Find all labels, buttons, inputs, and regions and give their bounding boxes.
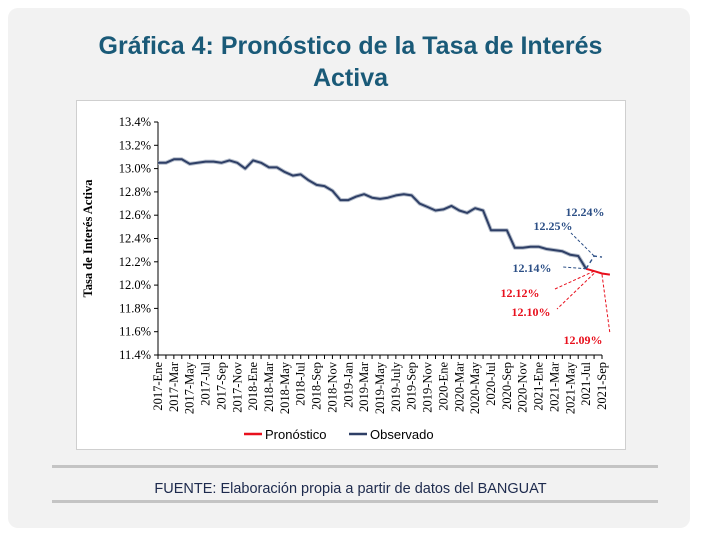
line-chart: 13.4% 13.2% 13.0% 12.8% 12.6% 12.4% 12.2% 12.0%… [81, 115, 611, 442]
x-tick-label: 2018-May [278, 361, 292, 414]
annotations: 12.24%12.25% 12.14% 12.12% 12.10% 12.09% [501, 205, 611, 347]
data-label: 12.10% [512, 305, 551, 319]
top-divider [52, 465, 658, 468]
leader-line [570, 232, 595, 257]
x-tick-label: 2018-Ene [246, 362, 260, 411]
leader-line [601, 274, 611, 335]
x-tick-label: 2017-Ene [151, 362, 165, 411]
x-tick-label: 2020-Ene [436, 362, 450, 411]
y-tick-label: 12.8% [119, 185, 151, 199]
x-tick-label: 2021-Sep [595, 362, 609, 410]
x-tick-label: 2018-Mar [262, 361, 276, 412]
x-tick-label: 2020-May [468, 361, 482, 414]
x-tick-label: 2018-Sep [310, 362, 324, 410]
x-tick-label: 2021-Ene [532, 362, 546, 411]
forecast-upper-line [585, 255, 603, 270]
forecast-line [585, 267, 611, 276]
leader-line [556, 273, 595, 310]
x-tick-label: 2017-Mar [167, 361, 181, 412]
source-note: FUENTE: Elaboración propia a partir de d… [154, 481, 547, 497]
x-tick-label: 2021-Mar [547, 361, 561, 412]
leader-line [562, 266, 587, 270]
chart-title: Gráfica 4: Pronóstico de la Tasa de Inte… [0, 30, 701, 94]
x-tick-label: 2020-Nov [516, 361, 530, 412]
data-label: 12.25% [534, 219, 573, 233]
y-tick-label: 11.8% [119, 301, 151, 315]
chart-title-line-1: Gráfica 4: Pronóstico de la Tasa de Inte… [98, 32, 603, 60]
series-lines [158, 157, 611, 276]
leader-line [554, 270, 595, 290]
y-axis: 13.4% 13.2% 13.0% 12.8% 12.6% 12.4% 12.2% 12.0%… [81, 115, 159, 362]
y-tick-label: 13.4% [119, 115, 151, 129]
x-tick-label: 2017-May [183, 361, 197, 414]
x-tick-label: 2017-Jul [199, 361, 213, 405]
y-tick-label: 11.4% [119, 348, 151, 362]
legend-label-observed: Observado [370, 427, 434, 442]
data-label: 12.09% [564, 333, 603, 347]
x-tick-label: 2018-Jul [294, 361, 308, 405]
x-tick-label: 2017-Sep [214, 362, 228, 410]
x-tick-label: 2019-Jan [341, 361, 355, 408]
x-tick-label: 2020-Mar [452, 361, 466, 412]
y-tick-label: 12.2% [119, 255, 151, 269]
y-tick-label: 12.6% [119, 208, 151, 222]
x-tick-label: 2017-Nov [230, 361, 244, 412]
y-tick-label: 12.0% [119, 278, 151, 292]
y-tick-label: 11.6% [119, 325, 151, 339]
data-label: 12.24% [566, 205, 605, 219]
x-tick-label: 2019-Nov [421, 361, 435, 412]
x-tick-label: 2021-May [563, 361, 577, 414]
x-tick-label: 2021-Jul [579, 361, 593, 405]
data-label: 12.14% [513, 261, 552, 275]
data-label: 12.12% [501, 286, 540, 300]
chart-area: 13.4% 13.2% 13.0% 12.8% 12.6% 12.4% 12.2% 12.0%… [76, 100, 626, 450]
x-tick-label: 2019-Mar [357, 361, 371, 412]
chart-title-line-2: Activa [312, 64, 389, 92]
x-tick-label: 2019-July [389, 361, 403, 412]
x-tick-label: 2019-May [373, 361, 387, 414]
x-axis: 2017-Ene 2017-Mar 2017-May 2017-Jul 2017-Sep… [151, 354, 609, 414]
y-tick-label: 13.0% [119, 162, 151, 176]
y-tick-label: 12.4% [119, 232, 151, 246]
x-tick-label: 2019-Sep [405, 362, 419, 410]
observed-line-shadow [158, 157, 588, 270]
y-axis-label: Tasa de Interés Activa [81, 179, 95, 298]
legend-label-forecast: Pronóstico [265, 427, 326, 442]
bottom-divider [52, 500, 658, 503]
x-tick-label: 2020-Sep [500, 362, 514, 410]
legend: Pronóstico Observado [244, 427, 434, 442]
observed-line [158, 158, 587, 270]
y-tick-label: 13.2% [119, 138, 151, 152]
x-tick-label: 2018-Nov [325, 361, 339, 412]
x-tick-label: 2020-Jul [484, 361, 498, 405]
